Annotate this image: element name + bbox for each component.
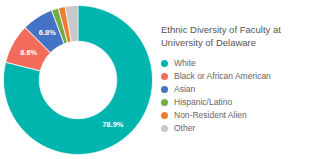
html-text:Black or African American: Black or African American bbox=[174, 71, 271, 82]
svg-text:78.9%: 78.9% bbox=[102, 120, 124, 129]
html-text:White: White bbox=[174, 58, 196, 69]
html-text:Hispanic/Latino: Hispanic/Latino bbox=[174, 97, 233, 108]
html-text:Asian: Asian bbox=[174, 84, 196, 95]
html-text:Ethnic Diversity of Faculty at: Ethnic Diversity of Faculty at Universit… bbox=[161, 23, 281, 48]
svg-text:8.6%: 8.6% bbox=[20, 48, 37, 57]
html-text:Other: Other bbox=[174, 123, 196, 134]
html-text:Non-Resident Alien: Non-Resident Alien bbox=[174, 110, 247, 121]
svg-text:6.8%: 6.8% bbox=[39, 28, 56, 37]
